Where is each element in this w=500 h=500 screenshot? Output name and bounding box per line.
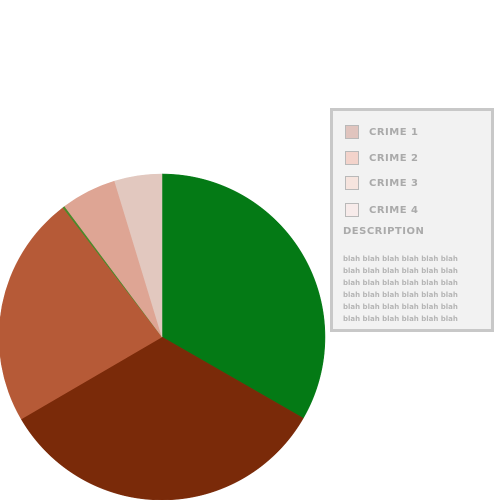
pie-slice-6 (114, 173, 163, 338)
legend-label: CRIME 3 (369, 177, 419, 189)
legend-item-crime-1: CRIME 1 (345, 124, 418, 140)
legend-label: CRIME 1 (369, 126, 419, 138)
legend-item-crime-3: CRIME 3 (345, 175, 418, 191)
description-title: DESCRIPTION (343, 226, 425, 237)
pie-slice-3 (0, 207, 163, 420)
legend-label: CRIME 2 (369, 152, 419, 164)
pie-slice-1 (161, 173, 326, 419)
legend-label: CRIME 4 (369, 204, 419, 216)
legend-swatch-crime-4 (345, 203, 359, 217)
legend-swatch-crime-2 (345, 151, 359, 165)
legend-item-crime-4: CRIME 4 (345, 202, 418, 218)
legend-swatch-crime-1 (345, 125, 359, 139)
legend-swatch-crime-3 (345, 176, 359, 190)
legend-panel: CRIME 1 CRIME 2 CRIME 3 CRIME 4 DESCRIPT… (330, 108, 494, 332)
legend-item-crime-2: CRIME 2 (345, 150, 418, 166)
description-text: blah blah blah blah blah blah blah blah … (343, 255, 458, 323)
